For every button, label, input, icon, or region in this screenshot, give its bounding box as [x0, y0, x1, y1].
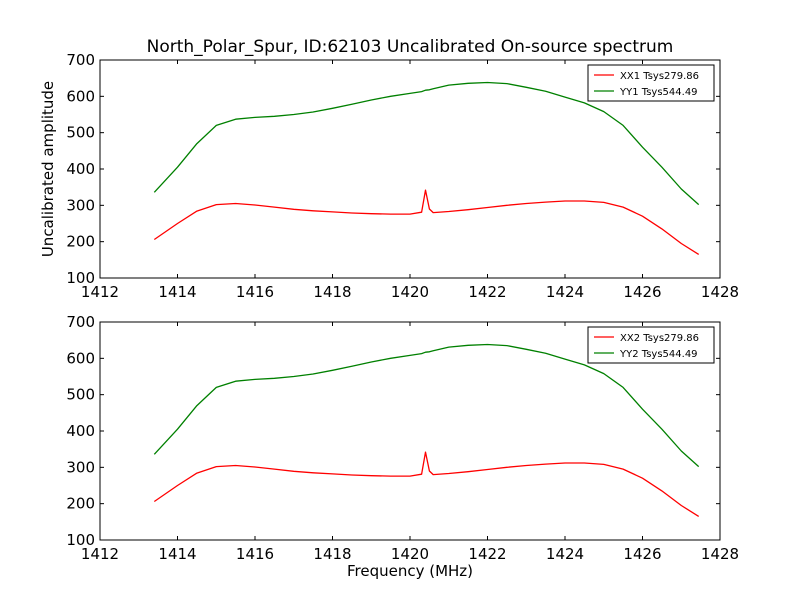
x-tick-label: 1428 [701, 283, 739, 301]
legend: XX2 Tsys279.86 YY2 Tsys544.49 [587, 326, 715, 364]
x-tick-label: 1426 [623, 545, 661, 563]
bottom-spectrum-panel: 1412 1414 1416 1418 1420 1422 1424 1426 1428 100 2… [66, 313, 739, 580]
y-tick-label: 700 [66, 51, 95, 69]
y-tick-label: 100 [66, 269, 95, 287]
x-tick-label: 1414 [158, 545, 196, 563]
y-tick-label: 500 [66, 386, 95, 404]
x-tick-label: 1412 [81, 283, 119, 301]
x-tick-label: 1422 [468, 283, 506, 301]
y-tick-label: 600 [66, 87, 95, 105]
x-tick-label: 1424 [546, 545, 584, 563]
y-axis-label: Uncalibrated amplitude [39, 81, 57, 257]
x-tick-label: 1422 [468, 545, 506, 563]
x-tick-label: 1420 [391, 545, 429, 563]
x-tick-label: 1424 [546, 283, 584, 301]
y-tick-label: 500 [66, 124, 95, 142]
series-line-2 [153, 81, 700, 206]
series-line-1 [153, 189, 700, 255]
y-tick-label: 300 [66, 458, 95, 476]
x-tick-label: 1420 [391, 283, 429, 301]
legend-box [587, 326, 715, 364]
y-tick-label: 400 [66, 160, 95, 178]
legend-label: YY2 Tsys544.49 [619, 349, 698, 360]
y-tick-label: 400 [66, 422, 95, 440]
x-tick-label: 1426 [623, 283, 661, 301]
x-tick-label: 1416 [236, 545, 274, 563]
x-tick-label: 1414 [158, 283, 196, 301]
x-axis-label: Frequency (MHz) [347, 562, 473, 580]
figure-title: North_Polar_Spur, ID:62103 Uncalibrated … [147, 37, 674, 57]
x-tick-label: 1412 [81, 545, 119, 563]
legend: XX1 Tsys279.86 YY1 Tsys544.49 [587, 64, 715, 102]
legend-label: XX2 Tsys279.86 [620, 333, 699, 344]
series-line-1 [153, 451, 700, 517]
x-tick-label: 1418 [313, 545, 351, 563]
legend-box [587, 64, 715, 102]
y-tick-label: 700 [66, 313, 95, 331]
top-spectrum-panel: 1412 1414 1416 1418 1420 1422 1424 1426 1428 100 2… [39, 51, 739, 301]
y-tick-label: 100 [66, 531, 95, 549]
y-tick-label: 200 [66, 233, 95, 251]
y-tick-label: 200 [66, 495, 95, 513]
y-tick-label: 300 [66, 196, 95, 214]
y-tick-label: 600 [66, 349, 95, 367]
legend-label: YY1 Tsys544.49 [619, 87, 698, 98]
x-tick-label: 1418 [313, 283, 351, 301]
x-tick-label: 1428 [701, 545, 739, 563]
series-line-2 [153, 343, 700, 468]
x-tick-label: 1416 [236, 283, 274, 301]
legend-label: XX1 Tsys279.86 [620, 71, 699, 82]
